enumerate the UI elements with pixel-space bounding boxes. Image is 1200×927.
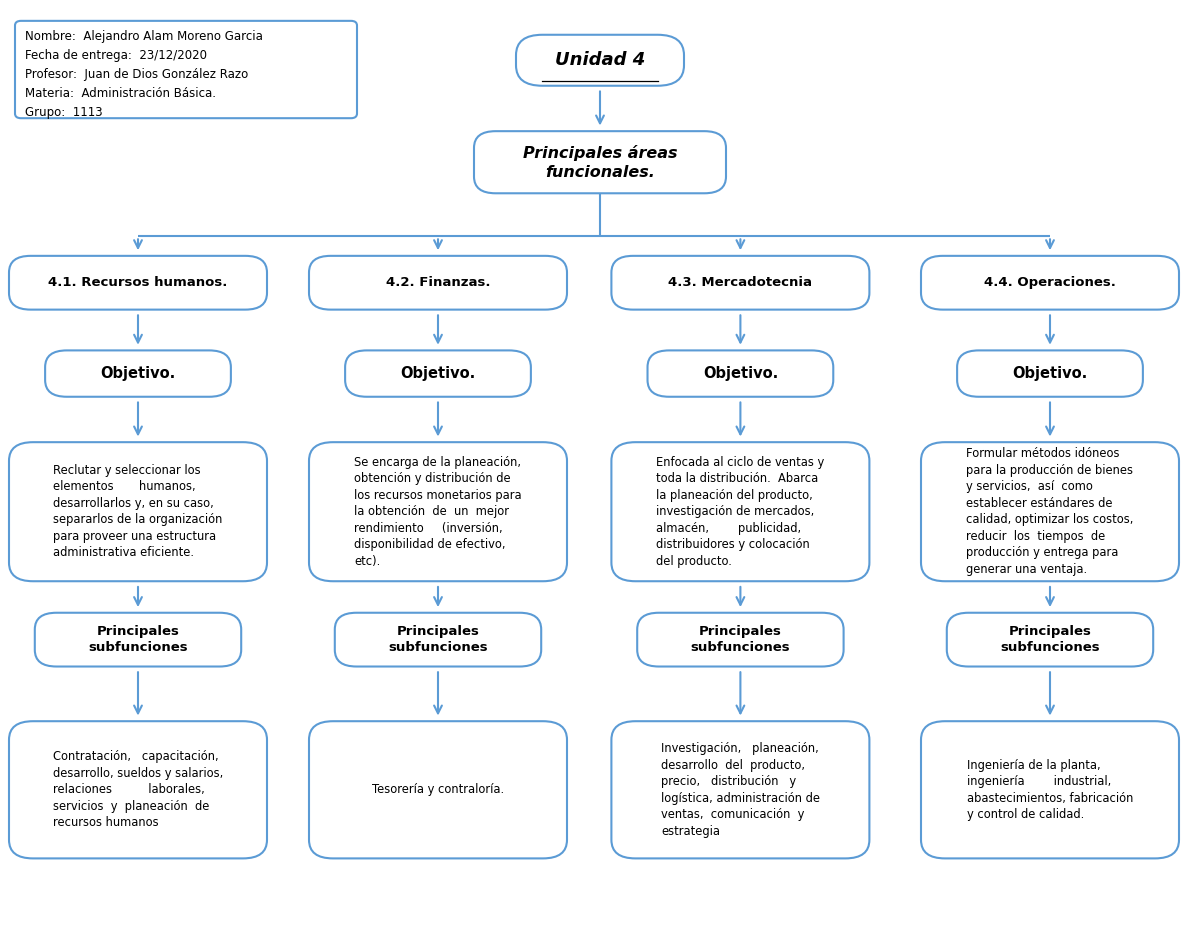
Text: Investigación,   planeación,
desarrollo  del  producto,
precio,   distribución  : Investigación, planeación, desarrollo de… (661, 742, 820, 838)
FancyBboxPatch shape (648, 350, 833, 397)
Text: Principales
subfunciones: Principales subfunciones (1000, 625, 1100, 654)
FancyBboxPatch shape (922, 256, 1178, 310)
Text: Objetivo.: Objetivo. (401, 366, 475, 381)
FancyBboxPatch shape (335, 613, 541, 667)
FancyBboxPatch shape (35, 613, 241, 667)
FancyBboxPatch shape (10, 442, 266, 581)
FancyBboxPatch shape (16, 21, 358, 119)
Text: Se encarga de la planeación,
obtención y distribución de
los recursos monetarios: Se encarga de la planeación, obtención y… (354, 456, 522, 567)
Text: Nombre:  Alejandro Alam Moreno Garcia
Fecha de entrega:  23/12/2020
Profesor:  J: Nombre: Alejandro Alam Moreno Garcia Fec… (25, 30, 263, 120)
FancyBboxPatch shape (922, 442, 1178, 581)
Text: 4.1. Recursos humanos.: 4.1. Recursos humanos. (48, 276, 228, 289)
Text: Principales
subfunciones: Principales subfunciones (88, 625, 188, 654)
FancyBboxPatch shape (958, 350, 1142, 397)
FancyBboxPatch shape (637, 613, 844, 667)
FancyBboxPatch shape (612, 442, 869, 581)
Text: Objetivo.: Objetivo. (703, 366, 778, 381)
Text: Principales áreas
funcionales.: Principales áreas funcionales. (523, 145, 677, 180)
Text: 4.2. Finanzas.: 4.2. Finanzas. (385, 276, 491, 289)
FancyBboxPatch shape (516, 34, 684, 86)
FancyBboxPatch shape (310, 721, 568, 858)
Text: 4.4. Operaciones.: 4.4. Operaciones. (984, 276, 1116, 289)
FancyBboxPatch shape (346, 350, 530, 397)
Text: Ingeniería de la planta,
ingeniería        industrial,
abastecimientos, fabricac: Ingeniería de la planta, ingeniería indu… (967, 758, 1133, 821)
Text: Objetivo.: Objetivo. (101, 366, 175, 381)
FancyBboxPatch shape (922, 721, 1178, 858)
Text: Enfocada al ciclo de ventas y
toda la distribución.  Abarca
la planeación del pr: Enfocada al ciclo de ventas y toda la di… (656, 456, 824, 567)
FancyBboxPatch shape (310, 256, 568, 310)
Text: Unidad 4: Unidad 4 (554, 51, 646, 70)
FancyBboxPatch shape (947, 613, 1153, 667)
FancyBboxPatch shape (10, 256, 266, 310)
FancyBboxPatch shape (10, 721, 266, 858)
FancyBboxPatch shape (46, 350, 230, 397)
Text: Reclutar y seleccionar los
elementos       humanos,
desarrollarlos y, en su caso: Reclutar y seleccionar los elementos hum… (53, 464, 223, 560)
Text: Formular métodos idóneos
para la producción de bienes
y servicios,  así  como
es: Formular métodos idóneos para la producc… (966, 448, 1134, 576)
FancyBboxPatch shape (612, 256, 869, 310)
Text: Contratación,   capacitación,
desarrollo, sueldos y salarios,
relaciones        : Contratación, capacitación, desarrollo, … (53, 750, 223, 830)
Text: Principales
subfunciones: Principales subfunciones (690, 625, 791, 654)
FancyBboxPatch shape (612, 721, 869, 858)
FancyBboxPatch shape (474, 132, 726, 194)
Text: Tesorería y contraloría.: Tesorería y contraloría. (372, 783, 504, 796)
Text: Objetivo.: Objetivo. (1013, 366, 1087, 381)
FancyBboxPatch shape (310, 442, 568, 581)
Text: 4.3. Mercadotecnia: 4.3. Mercadotecnia (668, 276, 812, 289)
Text: Principales
subfunciones: Principales subfunciones (388, 625, 488, 654)
